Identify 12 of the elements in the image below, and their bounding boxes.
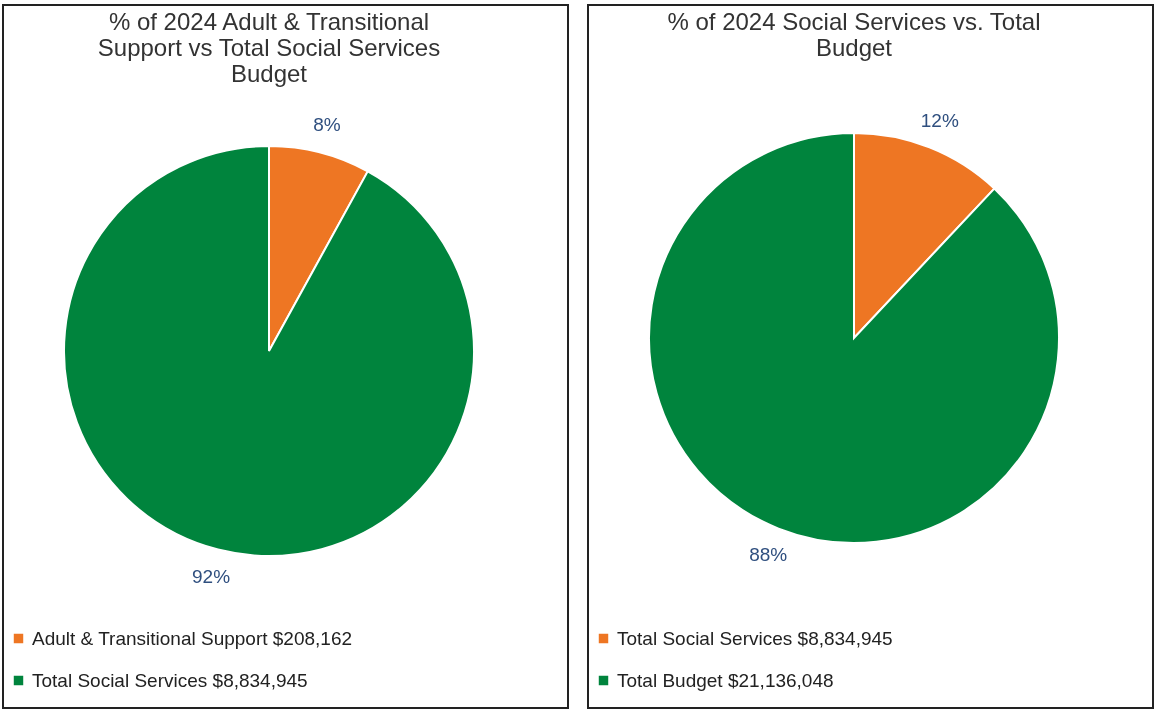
chart-title: % of 2024 Social Services vs. Total Budget (667, 8, 1041, 61)
pie-slice (63, 145, 475, 557)
data-label: 8% (313, 114, 341, 136)
data-label: 92% (192, 565, 231, 587)
chart-title: % of 2024 Adult & Transitional Support vs Total Social Services Budget (97, 8, 441, 87)
data-label: 88% (749, 543, 788, 565)
legend-label: Total Social Services $8,834,945 (617, 627, 893, 649)
legend-label: Total Social Services $8,834,945 (32, 669, 308, 691)
data-label: 12% (920, 110, 959, 132)
legend-label: Total Budget $21,136,048 (617, 669, 834, 691)
pie-slice (648, 132, 1060, 544)
legend-label: Adult & Transitional Support $208,162 (32, 627, 353, 649)
